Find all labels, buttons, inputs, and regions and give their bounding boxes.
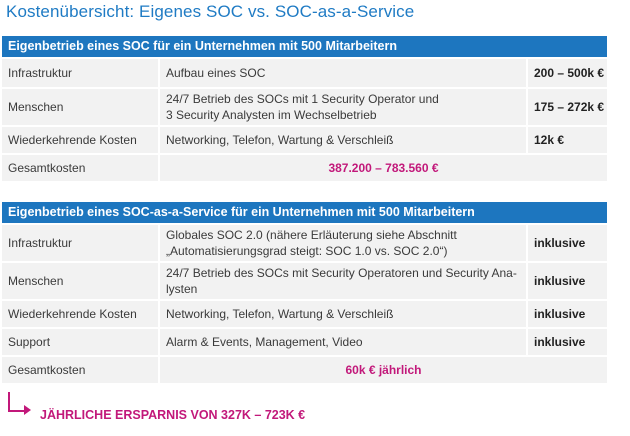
- row-label: Wiederkehrende Kosten: [8, 133, 137, 147]
- row-cost: inklusive: [526, 329, 607, 355]
- arrowhead-icon: [24, 405, 31, 415]
- annual-savings: JÄHRLICHE ERSPARNIS VON 327K – 723K €: [40, 408, 306, 422]
- cost-table-soc-as-a-service: Eigenbetrieb eines SOC-as-a-Service für …: [2, 202, 607, 383]
- row-description-line: 3 Security Analysten im Wechselbetrieb: [166, 108, 377, 122]
- table-header: Eigenbetrieb eines SOC für ein Unternehm…: [2, 36, 607, 57]
- total-label: Gesamtkosten: [8, 161, 86, 175]
- row-description-line: 24/7 Betrieb des SOCs mit 1 Security Ope…: [166, 92, 439, 106]
- row-description: Alarm & Events, Management, Video: [158, 329, 526, 355]
- row-cost: inklusive: [526, 263, 607, 299]
- row-cost: 175 – 272k €: [526, 89, 607, 125]
- table-row: Support Alarm & Events, Management, Vide…: [2, 327, 607, 355]
- row-description: Networking, Telefon, Wartung & Verschlei…: [158, 127, 526, 153]
- row-label: Support: [8, 335, 51, 349]
- table-row: Infrastruktur Globales SOC 2.0 (nähere E…: [2, 223, 607, 261]
- table-header: Eigenbetrieb eines SOC-as-a-Service für …: [2, 202, 607, 223]
- row-description-line: lysten: [166, 282, 198, 296]
- row-label: Infrastruktur: [8, 236, 73, 250]
- bent-arrow-right-icon: [8, 392, 24, 412]
- row-label: Menschen: [8, 274, 64, 288]
- row-description-line: Globales SOC 2.0 (nähere Erläuterung sie…: [166, 228, 457, 242]
- row-cost: 12k €: [526, 127, 607, 153]
- cost-table-own-soc: Eigenbetrieb eines SOC für ein Unternehm…: [2, 36, 607, 181]
- table-row: Wiederkehrende Kosten Networking, Telefo…: [2, 299, 607, 327]
- row-label: Wiederkehrende Kosten: [8, 307, 137, 321]
- row-description: Networking, Telefon, Wartung & Verschlei…: [158, 301, 526, 327]
- row-description-line: „Automatisierungsgrad steigt: SOC 1.0 vs…: [166, 244, 448, 258]
- total-value: 60k € jährlich: [158, 357, 607, 383]
- total-row: Gesamtkosten 387.200 – 783.560 €: [2, 153, 607, 181]
- row-cost: 200 – 500k €: [526, 59, 607, 87]
- page-title: Kostenübersicht: Eigenes SOC vs. SOC-as-…: [6, 2, 415, 21]
- table-row: Menschen 24/7 Betrieb des SOCs mit 1 Sec…: [2, 87, 607, 125]
- table-row: Wiederkehrende Kosten Networking, Telefo…: [2, 125, 607, 153]
- table-row: Menschen 24/7 Betrieb des SOCs mit Secur…: [2, 261, 607, 299]
- row-description-line: 24/7 Betrieb des SOCs mit Security Opera…: [166, 266, 517, 280]
- row-description: Globales SOC 2.0 (nähere Erläuterung sie…: [158, 225, 526, 261]
- row-label: Menschen: [8, 100, 64, 114]
- row-cost: inklusive: [526, 301, 607, 327]
- total-value: 387.200 – 783.560 €: [158, 155, 607, 181]
- total-label: Gesamtkosten: [8, 363, 86, 377]
- row-label: Infrastruktur: [8, 66, 73, 80]
- row-description: 24/7 Betrieb des SOCs mit 1 Security Ope…: [158, 89, 526, 125]
- table-row: Infrastruktur Aufbau eines SOC 200 – 500…: [2, 57, 607, 87]
- row-description: 24/7 Betrieb des SOCs mit Security Opera…: [158, 263, 526, 299]
- row-cost: inklusive: [526, 225, 607, 261]
- total-row: Gesamtkosten 60k € jährlich: [2, 355, 607, 383]
- row-description: Aufbau eines SOC: [158, 59, 526, 87]
